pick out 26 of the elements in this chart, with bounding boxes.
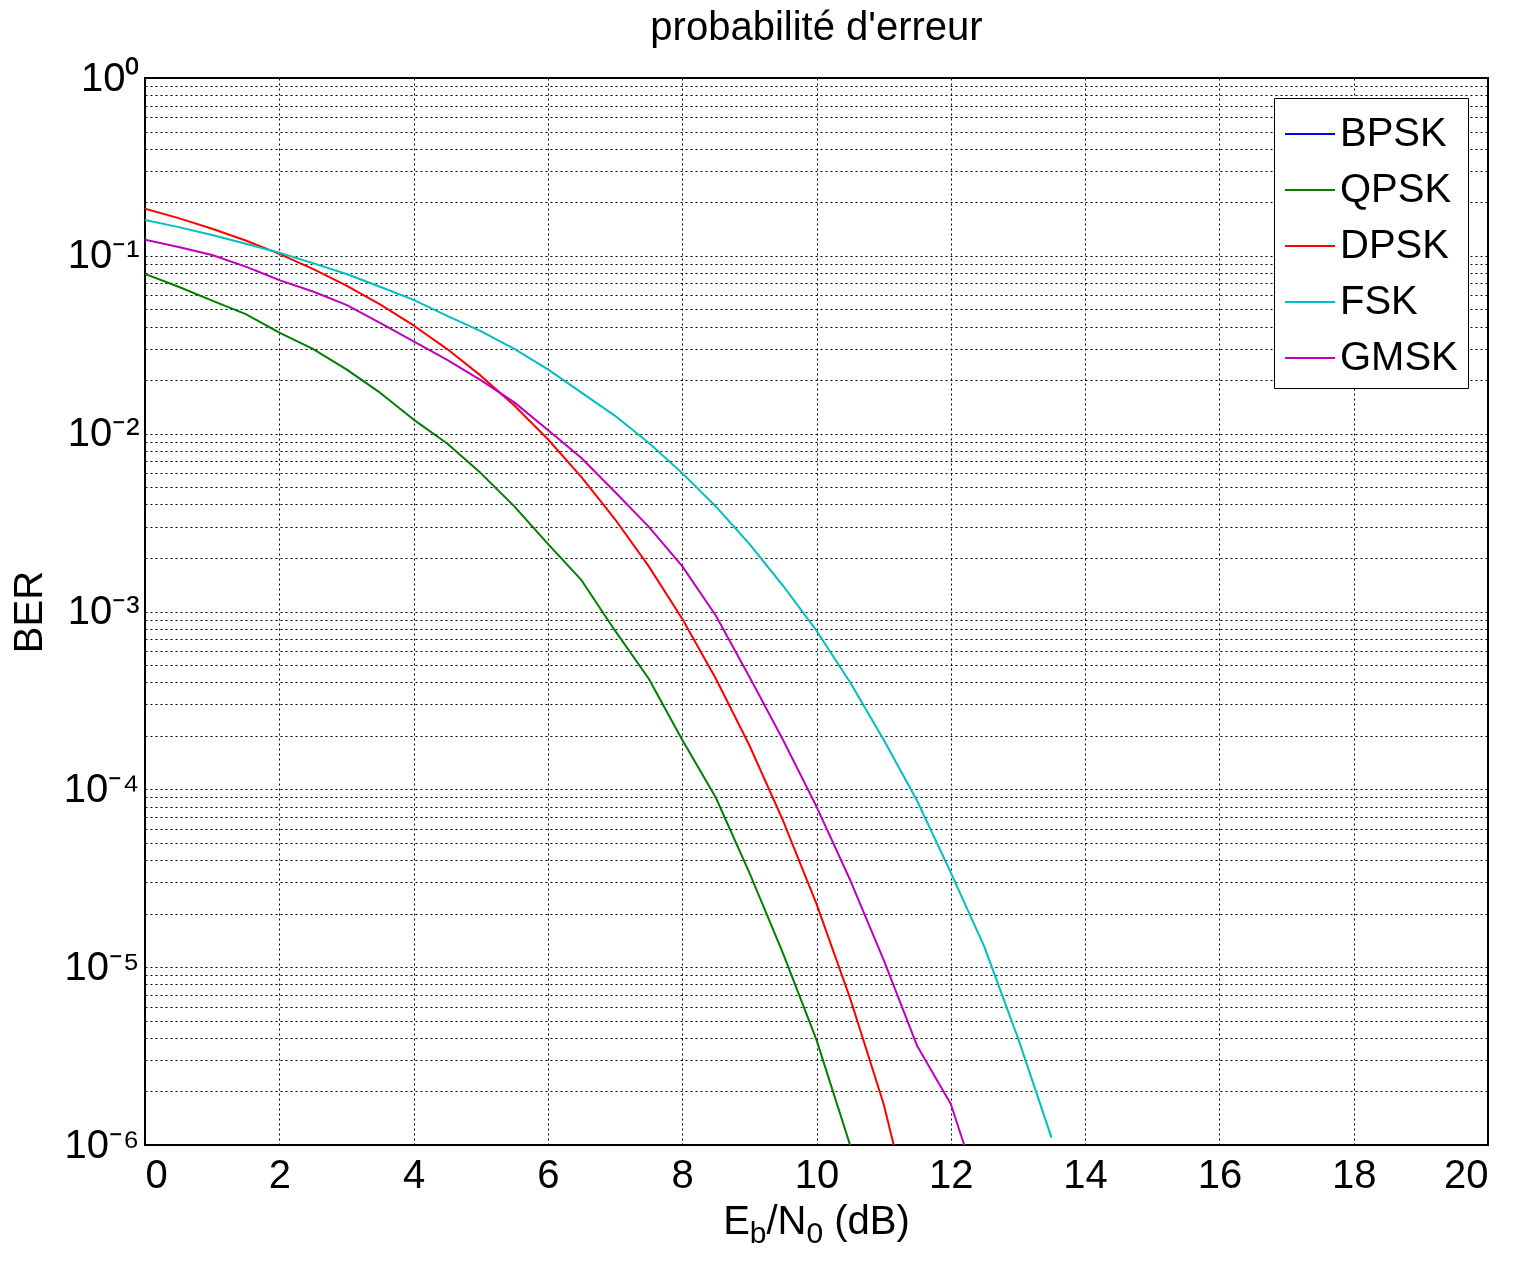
x-tick-label: 18 bbox=[1331, 1151, 1377, 1196]
legend-label: DPSK bbox=[1340, 222, 1450, 266]
x-tick-label: 2 bbox=[268, 1151, 291, 1196]
legend-label: GMSK bbox=[1340, 334, 1459, 378]
y-axis-title: BER bbox=[5, 570, 50, 654]
x-tick-label: 12 bbox=[929, 1151, 974, 1196]
y-tick-label: 10⁻⁶ bbox=[64, 1121, 140, 1166]
x-axis-title: E$_{b}$/N$_{0}$ (dB) bbox=[722, 1198, 911, 1250]
x-tick-label: 8 bbox=[671, 1151, 694, 1196]
legend-label: BPSK bbox=[1340, 110, 1448, 154]
legend-label: QPSK bbox=[1340, 166, 1452, 210]
x-tick-label: 6 bbox=[537, 1151, 560, 1196]
x-tick-label: 14 bbox=[1063, 1151, 1108, 1196]
y-tick-label: 10⁻³ bbox=[67, 588, 140, 632]
y-tick-label: 10⁻⁴ bbox=[63, 765, 140, 810]
legend-label: FSK bbox=[1340, 278, 1419, 322]
y-tick-label: 10⁻² bbox=[67, 410, 140, 455]
y-tick-label: 10⁻¹ bbox=[67, 232, 140, 277]
x-tick-label: 16 bbox=[1197, 1151, 1243, 1196]
x-tick-label: 20 bbox=[1444, 1151, 1489, 1196]
y-tick-label: 10⁰ bbox=[81, 54, 140, 99]
chart-title: probabilité d'erreur bbox=[649, 4, 984, 49]
y-tick-label: 10⁻⁵ bbox=[64, 943, 140, 988]
x-tick-label: 10 bbox=[794, 1151, 840, 1196]
x-tick-label: 0 bbox=[145, 1151, 168, 1196]
x-tick-label: 4 bbox=[402, 1151, 426, 1196]
